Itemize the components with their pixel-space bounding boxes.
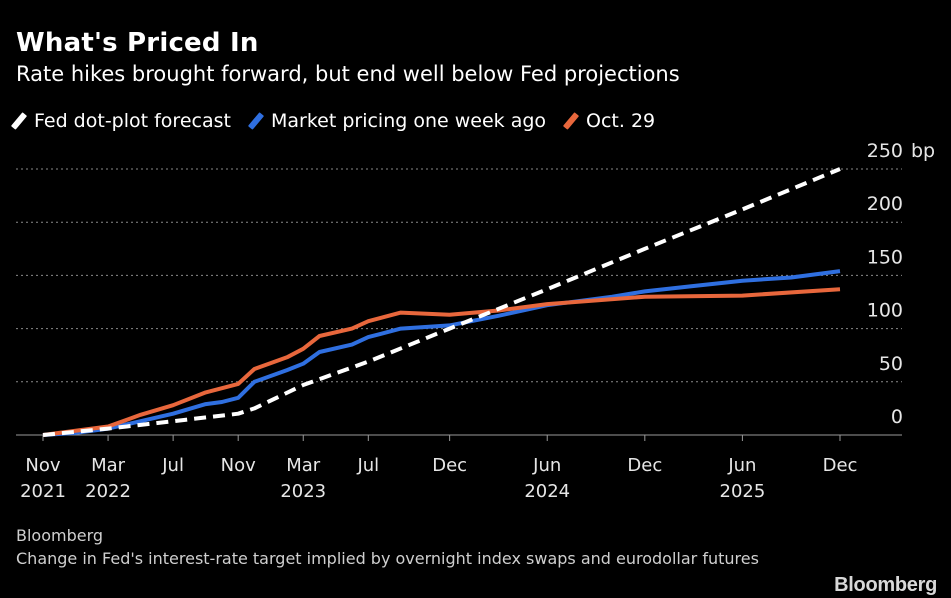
x-tick-label-6: Dec (432, 455, 467, 476)
legend-label-market-pricing: Market pricing one week ago (270, 110, 547, 132)
series-line-fed-dot-plot-forecast (42, 167, 841, 437)
x-tick-year-label-1: 2022 (85, 481, 131, 502)
legend-item-market-pricing: Market pricing one week ago (247, 110, 547, 132)
y-tick-label-250: 250 (867, 140, 903, 162)
x-axis-ticks: Nov 2021 Mar 2022 Jul Nov Mar 2023 Jul Dec Jun 2024… (20, 435, 857, 502)
x-tick-year-label-7: 2024 (524, 481, 570, 502)
footnote: Change in Fed's interest-rate target imp… (16, 549, 759, 568)
y-tick-label-100: 100 (867, 300, 903, 322)
y-axis-tick-labels: 0 50 100 150 200 250 bp (867, 140, 935, 428)
x-tick-label-5: Jul (356, 455, 379, 476)
series-line-market-pricing-one-week-ago (42, 269, 841, 437)
source-label: Bloomberg (16, 526, 104, 545)
x-tick-label-3: Nov (221, 455, 256, 476)
bloomberg-logo: Bloomberg (834, 574, 937, 596)
y-tick-label-200: 200 (867, 193, 903, 215)
legend-label-oct-29: Oct. 29 (586, 110, 656, 132)
x-tick-year-label-9: 2025 (720, 481, 766, 502)
x-tick-label-7: Jun (532, 455, 561, 476)
x-tick-label-0: Nov (25, 455, 60, 476)
y-tick-label-50: 50 (879, 353, 903, 375)
y-tick-label-0: 0 (891, 406, 903, 428)
y-tick-label-150: 150 (867, 246, 903, 268)
legend-item-oct-29: Oct. 29 (562, 110, 656, 132)
series-lines (42, 167, 841, 437)
x-tick-label-8: Dec (627, 455, 662, 476)
x-tick-label-2: Jul (161, 455, 184, 476)
x-tick-label-4: Mar (286, 455, 321, 476)
y-axis-unit-label: bp (911, 140, 935, 162)
x-tick-year-label-0: 2021 (20, 481, 66, 502)
chart-title: What's Priced In (16, 28, 259, 58)
legend-label-fed-dot-plot: Fed dot-plot forecast (34, 110, 231, 132)
x-tick-year-label-4: 2023 (280, 481, 326, 502)
series-line-oct-29 (42, 287, 841, 437)
x-tick-label-10: Dec (823, 455, 858, 476)
x-tick-label-9: Jun (727, 455, 756, 476)
x-tick-label-1: Mar (91, 455, 126, 476)
grid-lines (16, 168, 902, 436)
legend-item-fed-dot-plot: Fed dot-plot forecast (10, 110, 231, 132)
chart-legend: Fed dot-plot forecast Market pricing one… (10, 110, 677, 132)
chart-subtitle: Rate hikes brought forward, but end well… (16, 62, 680, 86)
